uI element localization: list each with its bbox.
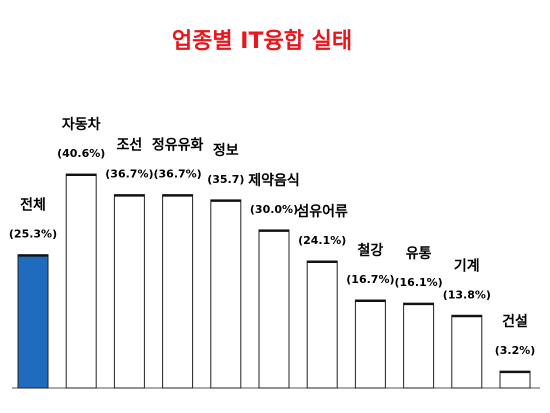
chart-title: 업종별 IT융합 실태 xyxy=(172,28,352,54)
category-label: 유통 xyxy=(406,246,432,262)
bar xyxy=(306,260,338,389)
category-label: 정유유화 xyxy=(152,137,204,154)
value-label: (36.7%) xyxy=(153,168,201,181)
bar xyxy=(113,194,145,389)
category-label: 건설 xyxy=(502,313,528,330)
category-label: 제약음식 xyxy=(248,172,300,189)
bar xyxy=(65,173,97,389)
value-label: (35.7) xyxy=(207,173,244,186)
value-label: (36.7%) xyxy=(105,168,153,181)
category-label: 기계 xyxy=(454,258,480,274)
value-label: (40.6%) xyxy=(57,147,105,160)
bar xyxy=(354,299,386,389)
bar xyxy=(210,199,242,389)
value-label: (13.8%) xyxy=(443,288,491,301)
category-label: 섬유어류 xyxy=(296,203,348,220)
bar xyxy=(17,254,49,389)
bar xyxy=(451,314,483,389)
category-label: 정보 xyxy=(213,142,239,159)
value-label: (3.2%) xyxy=(495,344,536,357)
bar xyxy=(403,302,435,389)
category-label: 조선 xyxy=(117,138,143,154)
value-label: (30.0%) xyxy=(250,203,298,216)
bar xyxy=(162,194,194,389)
category-label: 전체 xyxy=(20,197,46,214)
category-label: 철강 xyxy=(358,242,384,259)
bar xyxy=(258,229,290,389)
value-label: (16.7%) xyxy=(346,273,394,286)
category-label: 자동차 xyxy=(62,117,101,133)
value-label: (16.1%) xyxy=(394,276,442,289)
bar xyxy=(499,370,531,389)
value-label: (24.1%) xyxy=(298,234,346,247)
value-label: (25.3%) xyxy=(9,228,57,241)
